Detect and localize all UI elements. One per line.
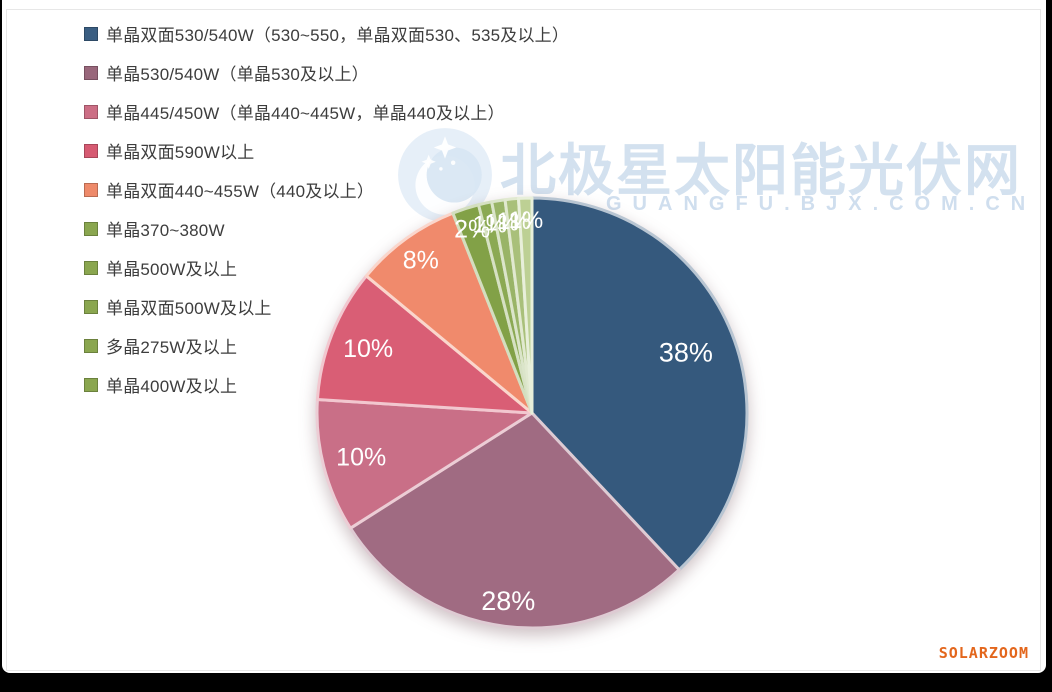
legend-item: 单晶双面500W及以上 <box>84 287 569 326</box>
legend-label: 单晶370~380W <box>106 221 225 240</box>
legend-item: 单晶400W及以上 <box>84 365 569 404</box>
chart-legend: 单晶双面530/540W（530~550，单晶双面530、535及以上） 单晶53… <box>84 14 569 404</box>
legend-item: 单晶双面440~455W（440及以上） <box>84 170 569 209</box>
legend-item: 单晶445/450W（单晶440~445W，单晶440及以上） <box>84 92 569 131</box>
pie-slice <box>517 196 534 415</box>
legend-label: 多晶275W及以上 <box>106 338 238 357</box>
legend-label: 单晶双面530/540W（530~550，单晶双面530、535及以上） <box>106 26 570 45</box>
pie-slice-label: 10% <box>343 335 393 363</box>
pie-slice <box>530 196 749 572</box>
legend-item: 单晶500W及以上 <box>84 248 569 287</box>
legend-swatch <box>84 182 98 197</box>
legend-swatch <box>84 221 98 236</box>
legend-label: 单晶500W及以上 <box>106 260 238 279</box>
legend-label: 单晶530/540W（单晶530及以上） <box>106 65 369 84</box>
legend-item: 单晶530/540W（单晶530及以上） <box>84 53 569 92</box>
pie-slice <box>315 274 534 415</box>
legend-item: 单晶双面530/540W（530~550，单晶双面530、535及以上） <box>84 14 569 53</box>
legend-swatch <box>84 377 98 392</box>
legend-swatch <box>84 104 98 119</box>
pie-slice-label: 38% <box>659 338 713 368</box>
legend-swatch <box>84 299 98 314</box>
legend-label: 单晶445/450W（单晶440~445W，单晶440及以上） <box>106 104 505 123</box>
brand-watermark: SOLARZOOM <box>938 644 1029 662</box>
legend-label: 单晶双面590W以上 <box>106 143 255 162</box>
chart-card: 北极星太阳能光伏网 GUANGFU.BJX.COM.CN 单晶双面530/540… <box>2 0 1046 673</box>
legend-item: 多晶275W及以上 <box>84 326 569 365</box>
pie-slice-label: 1% <box>496 208 531 235</box>
pie-slice <box>315 398 534 530</box>
pie-slice-label: 1% <box>509 207 544 234</box>
legend-item: 单晶370~380W <box>84 209 569 248</box>
legend-swatch <box>84 65 98 80</box>
legend-swatch <box>84 338 98 353</box>
pie-slice-label: 10% <box>336 444 386 472</box>
legend-label: 单晶400W及以上 <box>106 377 238 396</box>
legend-item: 单晶双面590W以上 <box>84 131 569 170</box>
legend-label: 单晶双面440~455W（440及以上） <box>106 182 375 201</box>
pie-slice <box>348 411 681 630</box>
pie-slice-label: 8% <box>403 247 439 275</box>
legend-swatch <box>84 26 98 41</box>
legend-swatch <box>84 143 98 158</box>
pie-slice-label: 28% <box>481 586 535 616</box>
legend-swatch <box>84 260 98 275</box>
legend-label: 单晶双面500W及以上 <box>106 299 272 318</box>
